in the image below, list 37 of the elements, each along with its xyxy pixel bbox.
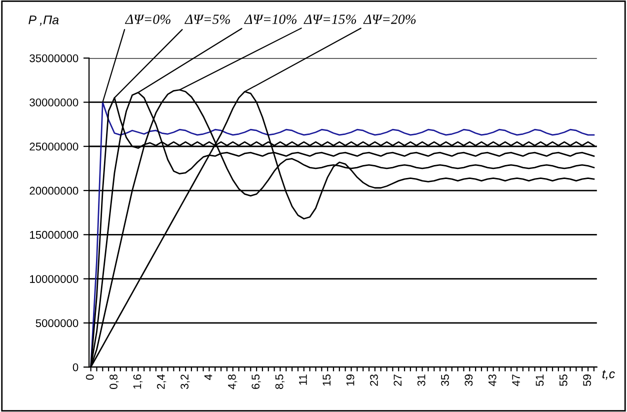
x-tick-label: 0 [86, 374, 94, 380]
x-tick-label: 15 [322, 374, 331, 386]
y-tick-label: 15000000 [30, 230, 78, 239]
x-tick-label: 1,6 [133, 374, 142, 389]
x-tick-label: 8,5 [275, 374, 285, 389]
x-tick-label: 4,8 [228, 374, 238, 390]
x-tick-label: 4 [204, 374, 212, 380]
x-tick-label: 31 [417, 374, 426, 386]
y-tick-label: 10000000 [30, 275, 78, 283]
y-tick-label: 25000000 [30, 142, 78, 151]
x-tick-label: 3,2 [180, 374, 190, 390]
text: ΔΨ=15% [304, 14, 356, 24]
x-tick-label: 27 [394, 374, 402, 386]
x-tick-label: 55 [560, 374, 568, 386]
text: ΔΨ=20% [363, 14, 416, 24]
x-tick-label: 23 [370, 374, 378, 386]
x-tick-label: 51 [536, 374, 544, 386]
x-tick-label: 0,8 [110, 374, 119, 390]
text: ΔΨ=5% [184, 14, 230, 24]
x-tick-label: 6,5 [252, 374, 261, 389]
y-tick-label: 20000000 [30, 186, 78, 195]
y-tick-label: 35000000 [30, 54, 78, 62]
x-tick-label: 19 [346, 374, 354, 386]
x-tick-label: 11 [299, 374, 307, 385]
x-tick-label: 39 [464, 374, 473, 386]
x-tick-label: 59 [583, 374, 592, 386]
y-axis-title: P ,Па [28, 16, 59, 26]
x-tick-label: 43 [488, 374, 496, 386]
x-tick-label: 2,4 [156, 374, 166, 389]
x-axis-title: t,c [602, 370, 615, 380]
y-tick-label: 30000000 [30, 98, 78, 106]
text: ΔΨ=0% [124, 14, 170, 24]
x-tick-label: 47 [512, 374, 520, 386]
x-tick-label: 35 [441, 374, 449, 386]
text: ΔΨ=10% [244, 14, 296, 24]
y-tick-label: 0 [72, 363, 78, 372]
y-tick-label: 5000000 [36, 319, 78, 328]
